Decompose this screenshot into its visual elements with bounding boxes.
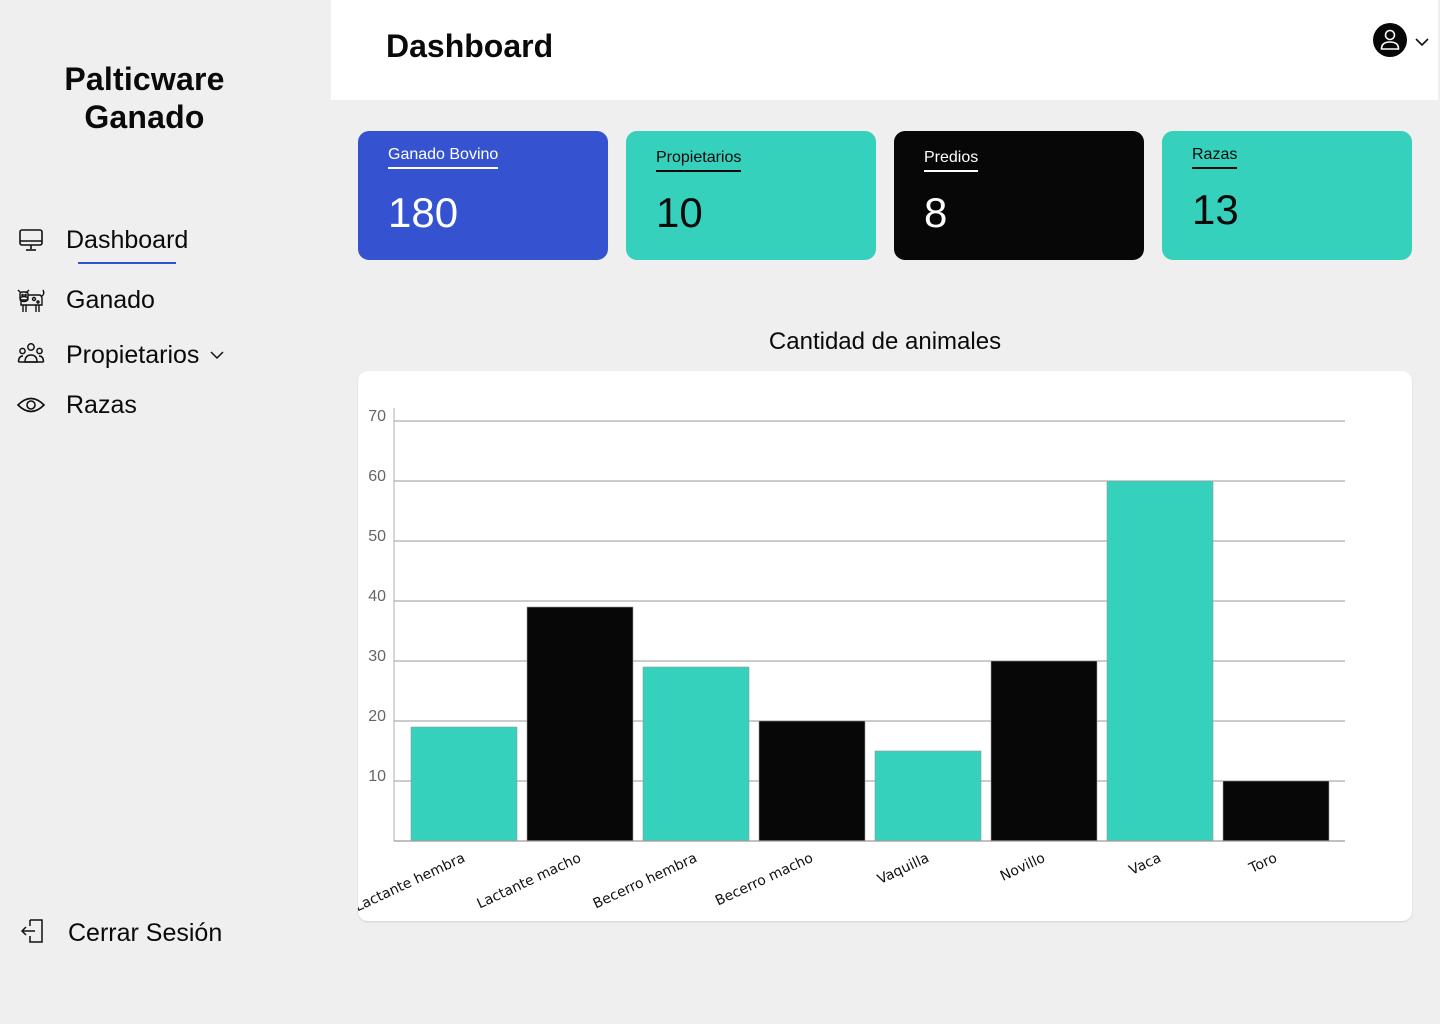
sidebar-item-label: Razas xyxy=(66,390,137,419)
chart-title: Cantidad de animales xyxy=(768,328,1002,355)
chevron-down-icon xyxy=(1414,34,1430,52)
sidebar-item-ganado[interactable]: Ganado xyxy=(14,280,155,320)
x-tick-label: Becerro macho xyxy=(713,850,816,909)
user-circle-icon xyxy=(1372,22,1408,63)
logout-icon xyxy=(18,916,48,951)
x-tick-label: Lactante hembra xyxy=(358,850,468,915)
x-tick-label: Toro xyxy=(1246,850,1280,877)
bar[interactable] xyxy=(1222,780,1330,842)
y-tick-label: 50 xyxy=(368,528,386,545)
x-tick-label: Vaquilla xyxy=(875,850,932,888)
x-tick-label: Becerro hembra xyxy=(591,850,700,912)
bar-chart: 10 20 30 40 50 60 70 Lactante hembra Lactante ma… xyxy=(358,408,1345,915)
monitor-icon xyxy=(14,223,48,257)
x-tick-label: Novillo xyxy=(998,850,1048,885)
stat-label: Predios xyxy=(924,149,979,172)
stat-card-razas[interactable]: Razas 13 xyxy=(1162,131,1412,260)
logout-button[interactable]: Cerrar Sesión xyxy=(18,916,222,951)
sidebar-item-label: Dashboard xyxy=(66,225,189,264)
cow-icon xyxy=(14,283,48,317)
stat-card-ganado-bovino[interactable]: Ganado Bovino 180 xyxy=(358,131,608,260)
stat-card-predios[interactable]: Predios 8 xyxy=(894,131,1144,260)
stat-card-propietarios[interactable]: Propietarios 10 xyxy=(626,131,876,260)
sidebar-item-label: Propietarios xyxy=(66,340,200,369)
bar[interactable] xyxy=(642,666,750,842)
y-tick-label: 20 xyxy=(368,708,386,725)
users-group-icon xyxy=(14,338,48,372)
stat-value: 10 xyxy=(656,189,703,236)
stat-value: 13 xyxy=(1192,186,1239,233)
bar[interactable] xyxy=(410,726,518,842)
bar-chart-card: 10 20 30 40 50 60 70 Lactante hembra Lactante ma… xyxy=(358,371,1412,921)
y-tick-label: 10 xyxy=(368,768,386,785)
sidebar-item-label: Ganado xyxy=(66,285,155,314)
user-menu[interactable] xyxy=(1372,22,1430,63)
y-tick-label: 30 xyxy=(368,648,386,665)
y-tick-label: 70 xyxy=(368,408,386,425)
x-tick-label: Vaca xyxy=(1127,850,1164,879)
chevron-down-icon[interactable] xyxy=(209,350,225,360)
stat-label: Ganado Bovino xyxy=(388,146,499,169)
x-tick-label: Lactante macho xyxy=(475,850,584,912)
top-header: Dashboard xyxy=(331,0,1438,100)
logo-line-1: Palticware xyxy=(64,61,225,97)
bar[interactable] xyxy=(526,606,634,842)
logo-line-2: Ganado xyxy=(84,99,205,135)
page-title: Dashboard xyxy=(386,28,554,64)
y-tick-label: 60 xyxy=(368,468,386,485)
bar[interactable] xyxy=(990,660,1098,842)
stat-value: 180 xyxy=(388,189,459,236)
sidebar-item-dashboard[interactable]: Dashboard xyxy=(14,220,189,264)
sidebar-item-razas[interactable]: Razas xyxy=(14,385,137,425)
logout-label: Cerrar Sesión xyxy=(68,919,223,947)
sidebar: Palticware Ganado Dashboard xyxy=(0,0,331,1024)
bar[interactable] xyxy=(1106,480,1214,842)
bar[interactable] xyxy=(874,750,982,842)
app-logo: Palticware Ganado xyxy=(0,60,289,136)
y-tick-label: 40 xyxy=(368,588,386,605)
bar[interactable] xyxy=(758,720,866,842)
sidebar-item-propietarios[interactable]: Propietarios xyxy=(14,335,225,375)
stat-label: Propietarios xyxy=(656,149,742,172)
stat-value: 8 xyxy=(924,189,948,236)
eye-icon xyxy=(14,388,48,422)
stat-label: Razas xyxy=(1192,146,1238,169)
